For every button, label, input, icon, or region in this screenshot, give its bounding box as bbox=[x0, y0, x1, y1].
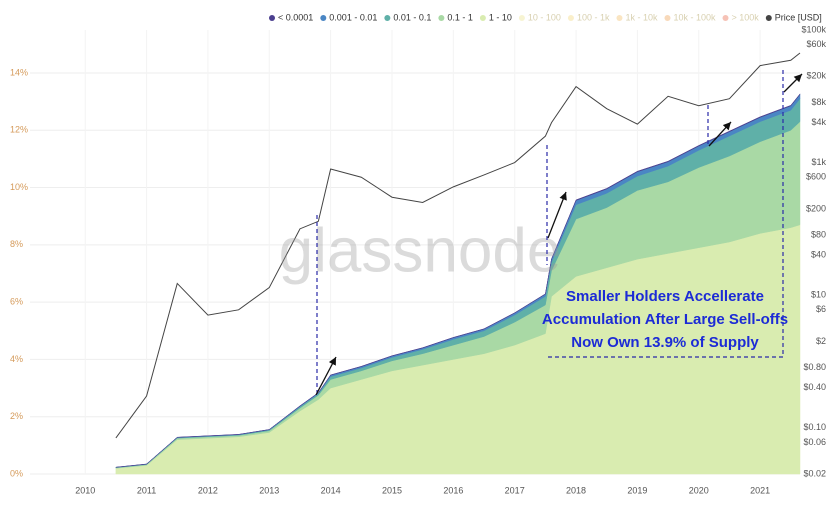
annotation-shapes bbox=[315, 70, 803, 396]
y2-tick-label: $6 bbox=[816, 304, 826, 314]
x-tick-label: 2018 bbox=[566, 485, 586, 495]
y2-tick-label: $0.40 bbox=[803, 382, 826, 392]
legend-label: 100 - 1k bbox=[577, 12, 610, 22]
y-tick-label: 8% bbox=[10, 239, 23, 249]
legend-label: 10 - 100 bbox=[528, 12, 561, 22]
y-tick-label: 12% bbox=[10, 125, 28, 135]
y2-tick-label: $60k bbox=[806, 39, 826, 49]
arrow bbox=[315, 356, 337, 396]
legend-label: < 0.0001 bbox=[278, 12, 313, 22]
y-tick-label: 4% bbox=[10, 354, 23, 364]
y-tick-label: 6% bbox=[10, 297, 23, 307]
arrow bbox=[547, 191, 567, 239]
legend-marker bbox=[479, 15, 486, 21]
x-tick-label: 2012 bbox=[198, 485, 218, 495]
watermark: glassnode bbox=[279, 216, 562, 285]
y-tick-label: 14% bbox=[10, 67, 28, 77]
annotation: Now Own 13.9% of Supply bbox=[571, 334, 759, 351]
y2-tick-label: $1k bbox=[811, 157, 826, 167]
legend-marker bbox=[765, 15, 772, 21]
x-tick-label: 2013 bbox=[259, 485, 279, 495]
legend-label: Price [USD] bbox=[775, 12, 822, 22]
x-tick-label: 2017 bbox=[505, 485, 525, 495]
arrow bbox=[783, 73, 803, 93]
x-tick-label: 2011 bbox=[137, 485, 156, 495]
x-tick-label: 2019 bbox=[627, 485, 647, 495]
annotation: Accumulation After Large Sell-offs bbox=[542, 311, 788, 328]
lines bbox=[115, 52, 801, 439]
y2-tick-label: $600 bbox=[806, 172, 826, 182]
x-tick-label: 2010 bbox=[75, 485, 95, 495]
legend-marker bbox=[320, 15, 327, 21]
y2-tick-label: $10 bbox=[811, 289, 826, 299]
x-tick-label: 2016 bbox=[443, 485, 463, 495]
legend-label: > 100k bbox=[732, 12, 760, 22]
y2-tick-label: $40 bbox=[811, 250, 826, 260]
legend-marker bbox=[664, 15, 671, 21]
legend-label: 1 - 10 bbox=[489, 12, 512, 22]
x-tick-label: 2015 bbox=[382, 485, 402, 495]
y2-tick-label: $200 bbox=[806, 203, 826, 213]
area bbox=[115, 93, 801, 468]
y-tick-label: 10% bbox=[10, 182, 28, 192]
y2-tick-label: $2 bbox=[816, 336, 826, 346]
legend-label: 0.1 - 1 bbox=[447, 12, 473, 22]
y2-tick-label: $0.02 bbox=[803, 468, 826, 478]
x-tick-label: 2021 bbox=[750, 485, 770, 495]
legend-marker bbox=[722, 15, 729, 21]
arrow bbox=[708, 121, 732, 147]
x-tick-label: 2014 bbox=[321, 485, 341, 495]
legend-marker bbox=[384, 15, 391, 21]
legend-marker bbox=[438, 15, 445, 21]
y2-tick-label: $0.80 bbox=[803, 362, 826, 372]
legend-marker bbox=[518, 15, 525, 21]
y2-tick-label: $0.06 bbox=[803, 437, 826, 447]
legend-marker bbox=[616, 15, 623, 21]
legend-label: 0.01 - 0.1 bbox=[393, 12, 431, 22]
annotation: Smaller Holders Accellerate bbox=[566, 288, 764, 305]
legend-marker bbox=[567, 15, 574, 21]
dashed-box bbox=[548, 70, 784, 358]
x-tick-label: 2020 bbox=[689, 485, 709, 495]
y2-tick-label: $0.10 bbox=[803, 422, 826, 432]
y2-tick-label: $8k bbox=[811, 97, 826, 107]
y2-tick-label: $80 bbox=[811, 230, 826, 240]
y-tick-label: 2% bbox=[10, 411, 23, 421]
legend-label: 10k - 100k bbox=[673, 12, 716, 22]
legend-label: 1k - 10k bbox=[625, 12, 658, 22]
y-tick-label: 0% bbox=[10, 468, 23, 478]
legend-marker bbox=[269, 15, 275, 21]
legend-label: 0.001 - 0.01 bbox=[329, 12, 377, 22]
y2-tick-label: $20k bbox=[806, 71, 826, 81]
y2-tick-label: $4k bbox=[811, 117, 826, 127]
legend: < 0.0001 0.001 - 0.01 0.01 - 0.1 0.1 - 1 1 -… bbox=[269, 12, 822, 22]
areas bbox=[115, 93, 801, 475]
y2-tick-label: $100k bbox=[801, 24, 826, 34]
price-line bbox=[115, 52, 801, 439]
